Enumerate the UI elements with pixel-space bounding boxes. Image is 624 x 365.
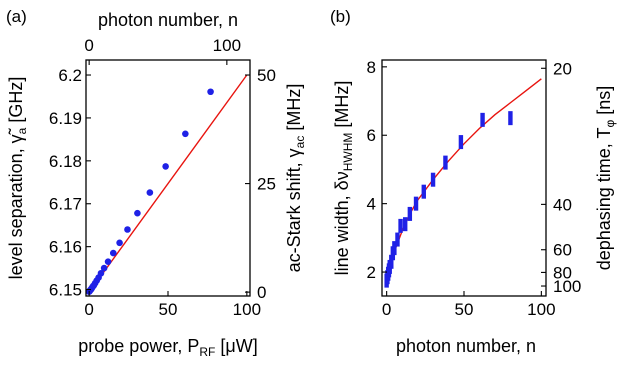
panel-b-data-point — [403, 217, 408, 232]
panel-a-data-point — [109, 249, 117, 257]
panel-b-data-point — [443, 155, 448, 170]
panel-a-data-point — [104, 258, 112, 265]
panel-b-right-tick-label: 40 — [553, 195, 572, 214]
panel-a-y-tick-label: 6.15 — [49, 281, 82, 300]
panel-a-ylabel: level separation, γ̃a [GHz] — [6, 77, 29, 280]
panel-a-data-point — [182, 130, 189, 138]
panel-a-x-tick-label: 0 — [84, 300, 93, 319]
panel-a-data-point — [124, 226, 131, 233]
panel-b-right-tick-label: 60 — [553, 241, 572, 260]
panel-b-data-point — [413, 196, 419, 211]
panel-b-right-ylabel: dephasing time, Tφ [ns] — [594, 86, 617, 271]
panel-a-data-point — [116, 239, 123, 247]
panel-a-x-tick-label: 50 — [159, 300, 178, 319]
panel-a-xlabel-unit: [μW] — [215, 336, 257, 356]
panel-b-x-tick-label: 100 — [527, 300, 555, 319]
panel-b-data-point — [508, 111, 513, 126]
panel-b-data-point — [389, 254, 394, 269]
panel-a-top-xlabel: photon number, n — [98, 10, 238, 30]
panel-a-y-tick-label: 6.18 — [49, 152, 82, 171]
panel-b-ylabel-main: line width, — [332, 190, 352, 275]
panel-b-x-tick-label: 50 — [455, 300, 474, 319]
panel-a-x-tick-label: 100 — [233, 300, 261, 319]
panel-a-right-ylabel: ac-Stark shift, γac [MHz] — [284, 84, 307, 273]
panel-b-right-tick-label: 100 — [553, 277, 581, 296]
panel-a-right-ylabel-unit: [MHz] — [284, 84, 304, 136]
panel-b-data-point — [458, 135, 464, 150]
panel-b-data-point — [395, 232, 400, 247]
panel-b-right-ylabel-unit: [ns] — [594, 86, 614, 120]
panel-a-top-tick-label: 0 — [84, 36, 93, 55]
panel-a-ylabel-unit: [GHz] — [6, 77, 26, 128]
panel-b-data-point — [398, 218, 403, 233]
panel-a-fit-line — [88, 74, 248, 293]
panel-a-ylabel-main: level separation, — [6, 143, 26, 279]
panel-a-right-ylabel-sub: ac — [293, 136, 307, 149]
panel-b-ylabel-sub: HWHM — [341, 133, 355, 172]
panel-a-ylabel-sub: a — [15, 127, 29, 134]
panel-a-data-point — [162, 163, 169, 170]
panel-b-ylabel: line width, δνHWHM [MHz] — [332, 81, 355, 276]
panel-b-right-ylabel-sub: φ — [603, 120, 617, 128]
panel-b-x-tick-label: 0 — [382, 300, 391, 319]
panel-b-data-point — [407, 206, 413, 221]
panel-a-top-tick-label: 100 — [213, 36, 241, 55]
panel-a-y-tick-label: 6.17 — [49, 195, 82, 214]
panel-b-right-tick-label: 20 — [553, 59, 572, 78]
panel-a-right-tick-label: 50 — [257, 66, 276, 85]
panel-b-ylabel-symbol: δν — [332, 171, 352, 190]
panel-a-data-point — [146, 189, 154, 196]
panel-b-ylabel-unit: [MHz] — [332, 81, 352, 133]
panel-a-data-point — [97, 269, 105, 277]
panel-a-y-tick-label: 6.2 — [58, 66, 82, 85]
panel-a-xlabel: probe power, PRF [μW] — [78, 336, 257, 359]
panel-a-y-tick-label: 6.16 — [49, 238, 82, 257]
panel-b-y-tick-label: 6 — [367, 126, 376, 145]
panel-b-data-point — [421, 184, 426, 199]
panel-b-y-tick-label: 4 — [367, 195, 376, 214]
panel-a-right-tick-label: 25 — [257, 175, 276, 194]
panel-a-data-point — [134, 209, 141, 217]
panel-b-data-point — [430, 172, 436, 187]
panel-b-xlabel: photon number, n — [396, 336, 536, 356]
panel-b-label: (b) — [330, 7, 351, 26]
panel-b-right-tick-label: 80 — [553, 263, 572, 282]
panel-b-fit-line — [385, 78, 542, 286]
panel-b-y-tick-label: 2 — [367, 263, 376, 282]
panel-a-right-tick-label: 0 — [257, 283, 266, 302]
panel-a-data-point — [100, 264, 108, 272]
panel-a-data-point — [207, 88, 214, 96]
panel-a-label: (a) — [6, 7, 27, 26]
panel-a-y-tick-label: 6.19 — [49, 109, 82, 128]
panel-b-data-point — [480, 112, 485, 127]
panel-a-xlabel-sub: RF — [199, 345, 215, 359]
panel-b-data-point — [392, 241, 397, 256]
panel-a-xlabel-main: probe power, P — [78, 336, 199, 356]
panel-b-frame — [381, 59, 547, 297]
panel-b-right-ylabel-main: dephasing time, T — [594, 128, 614, 271]
panel-b-y-tick-label: 8 — [367, 58, 376, 77]
panel-a-right-ylabel-main: ac-Stark shift, γ — [284, 148, 304, 272]
